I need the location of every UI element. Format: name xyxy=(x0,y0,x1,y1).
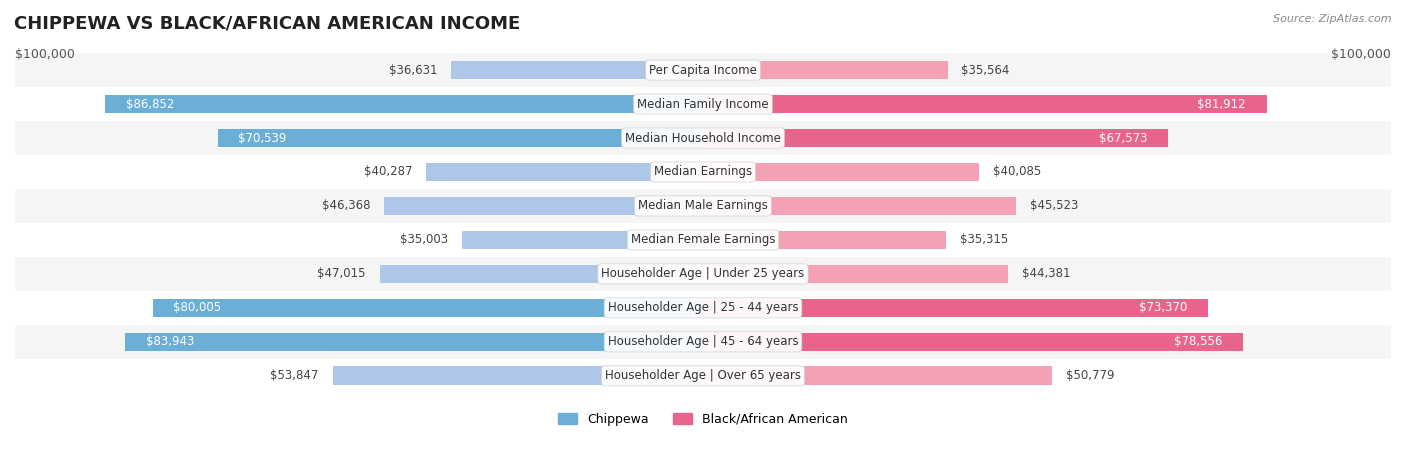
Bar xyxy=(333,367,703,385)
Text: $35,003: $35,003 xyxy=(401,234,449,247)
Text: $44,381: $44,381 xyxy=(1022,268,1070,280)
Text: Householder Age | 45 - 64 years: Householder Age | 45 - 64 years xyxy=(607,335,799,348)
Text: $46,368: $46,368 xyxy=(322,199,370,212)
Text: $35,315: $35,315 xyxy=(960,234,1008,247)
Text: Householder Age | Under 25 years: Householder Age | Under 25 years xyxy=(602,268,804,280)
Bar xyxy=(703,163,979,181)
Text: $53,847: $53,847 xyxy=(270,369,319,382)
Bar xyxy=(15,223,1391,257)
Text: $40,287: $40,287 xyxy=(364,165,412,178)
Bar xyxy=(15,155,1391,189)
Bar xyxy=(153,298,703,317)
Bar xyxy=(15,257,1391,291)
Bar xyxy=(15,189,1391,223)
Text: $86,852: $86,852 xyxy=(127,98,174,111)
Text: $40,085: $40,085 xyxy=(993,165,1040,178)
Bar xyxy=(703,298,1208,317)
Bar xyxy=(451,61,703,79)
Text: $100,000: $100,000 xyxy=(1331,48,1391,61)
Text: $83,943: $83,943 xyxy=(146,335,194,348)
Text: $45,523: $45,523 xyxy=(1031,199,1078,212)
Text: Median Earnings: Median Earnings xyxy=(654,165,752,178)
Bar xyxy=(15,53,1391,87)
Bar xyxy=(703,367,1052,385)
Text: Householder Age | 25 - 44 years: Householder Age | 25 - 44 years xyxy=(607,301,799,314)
Bar xyxy=(380,265,703,283)
Text: $35,564: $35,564 xyxy=(962,64,1010,77)
Text: Per Capita Income: Per Capita Income xyxy=(650,64,756,77)
Bar xyxy=(105,95,703,113)
Legend: Chippewa, Black/African American: Chippewa, Black/African American xyxy=(553,408,853,431)
Bar xyxy=(703,61,948,79)
Bar xyxy=(703,197,1017,215)
Bar xyxy=(703,265,1008,283)
Bar xyxy=(703,95,1267,113)
Text: $100,000: $100,000 xyxy=(15,48,75,61)
Text: $73,370: $73,370 xyxy=(1139,301,1187,314)
Bar xyxy=(15,291,1391,325)
Text: Householder Age | Over 65 years: Householder Age | Over 65 years xyxy=(605,369,801,382)
Bar xyxy=(15,359,1391,393)
Bar xyxy=(15,121,1391,155)
Text: $80,005: $80,005 xyxy=(173,301,221,314)
Text: CHIPPEWA VS BLACK/AFRICAN AMERICAN INCOME: CHIPPEWA VS BLACK/AFRICAN AMERICAN INCOM… xyxy=(14,14,520,32)
Text: Median Family Income: Median Family Income xyxy=(637,98,769,111)
Text: Median Male Earnings: Median Male Earnings xyxy=(638,199,768,212)
Text: $81,912: $81,912 xyxy=(1198,98,1246,111)
Text: Median Household Income: Median Household Income xyxy=(626,132,780,144)
Text: $78,556: $78,556 xyxy=(1174,335,1223,348)
Bar xyxy=(15,325,1391,359)
Bar xyxy=(703,129,1168,148)
Bar xyxy=(384,197,703,215)
Bar xyxy=(703,333,1243,351)
Text: Source: ZipAtlas.com: Source: ZipAtlas.com xyxy=(1274,14,1392,24)
Bar xyxy=(703,231,946,249)
Text: $36,631: $36,631 xyxy=(388,64,437,77)
Text: Median Female Earnings: Median Female Earnings xyxy=(631,234,775,247)
Text: $50,779: $50,779 xyxy=(1066,369,1115,382)
Bar xyxy=(218,129,703,148)
Bar xyxy=(15,87,1391,121)
Bar xyxy=(125,333,703,351)
Bar xyxy=(426,163,703,181)
Text: $70,539: $70,539 xyxy=(239,132,287,144)
Bar xyxy=(463,231,703,249)
Text: $67,573: $67,573 xyxy=(1098,132,1147,144)
Text: $47,015: $47,015 xyxy=(318,268,366,280)
